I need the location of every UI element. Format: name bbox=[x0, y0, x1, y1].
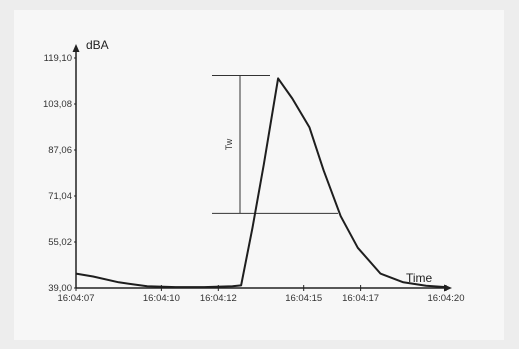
x-tick-label: 16:04:20 bbox=[428, 293, 465, 304]
series-line bbox=[75, 77, 447, 289]
tw-annotation: Tw bbox=[212, 75, 338, 214]
y-tick-label: 39,00 bbox=[48, 283, 72, 294]
axes: dBA Time bbox=[72, 38, 452, 292]
x-tick-label: 16:04:17 bbox=[342, 293, 379, 304]
x-tick-label: 16:04:10 bbox=[143, 293, 180, 304]
tw-label: Tw bbox=[224, 138, 234, 150]
x-tick-label: 16:04:15 bbox=[285, 293, 322, 304]
y-axis-label: dBA bbox=[86, 38, 109, 52]
x-tick-labels: 16:04:07 16:04:10 16:04:12 16:04:15 16:04:17… bbox=[58, 285, 465, 304]
y-tick-label: 71,04 bbox=[48, 191, 72, 202]
y-tick-label: 119,10 bbox=[44, 53, 72, 64]
y-tick-label: 55,02 bbox=[48, 237, 72, 248]
x-tick-label: 16:04:07 bbox=[58, 293, 95, 304]
y-tick-label: 103,08 bbox=[43, 99, 72, 110]
y-axis-arrow-icon bbox=[72, 44, 80, 52]
y-tick-labels: 39,00 55,02 71,04 87,06 103,08 119,10 bbox=[43, 53, 76, 294]
x-axis-label: Time bbox=[406, 271, 433, 285]
y-tick-label: 87,06 bbox=[48, 145, 72, 156]
x-tick-label: 16:04:12 bbox=[200, 293, 237, 304]
